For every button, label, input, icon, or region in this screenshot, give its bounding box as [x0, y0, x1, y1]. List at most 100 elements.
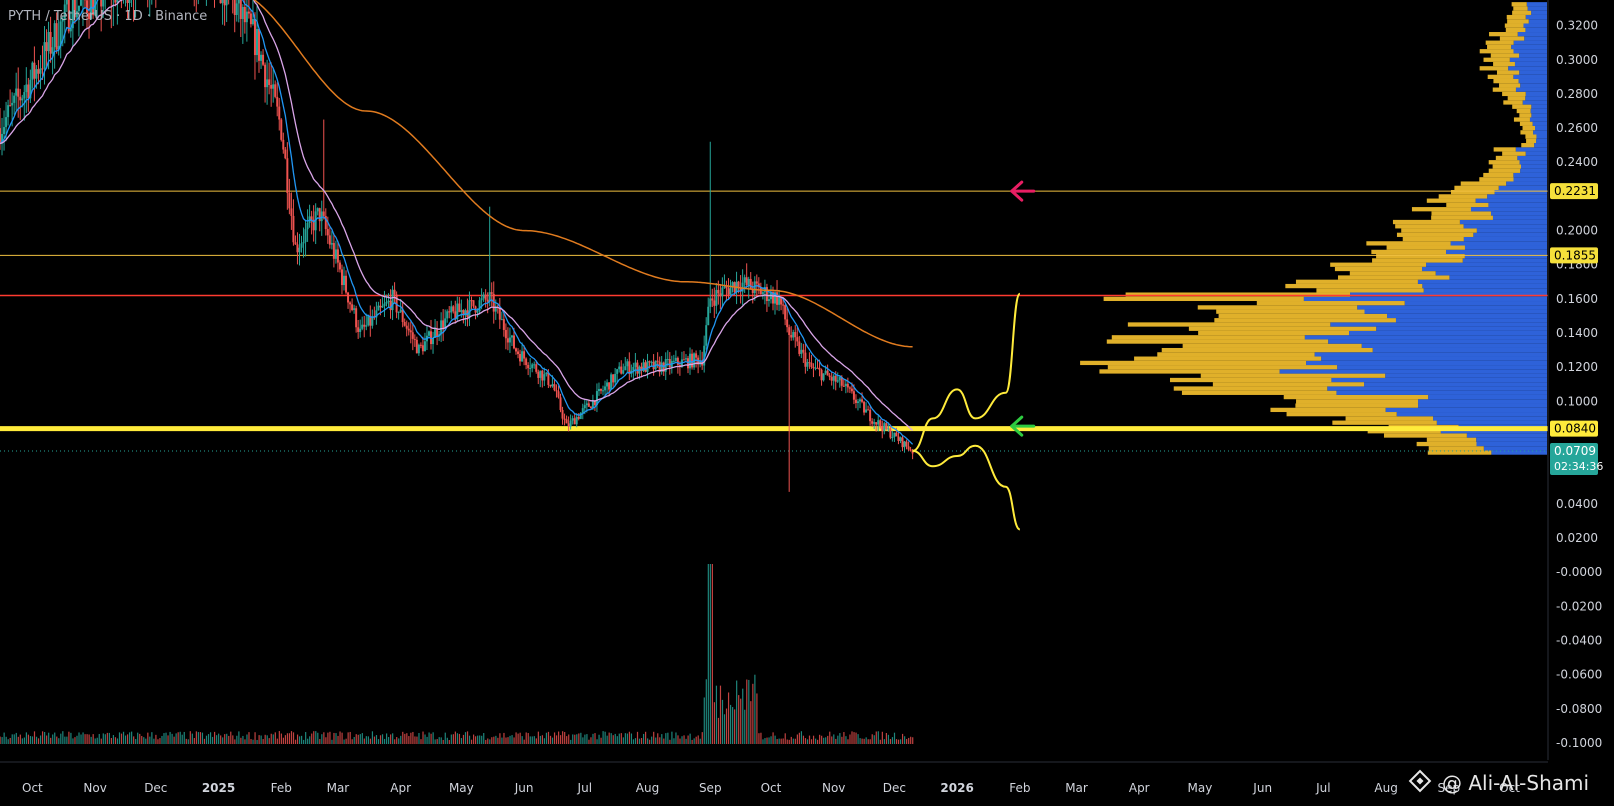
profile-buy-bar: [1462, 258, 1547, 263]
candle-body: [434, 328, 437, 338]
candle-body: [345, 275, 348, 293]
volume-bar: [784, 733, 786, 744]
candle-body: [379, 305, 382, 308]
volume-bar: [734, 709, 736, 744]
resistance-mid-badge: 0.1855: [1550, 247, 1598, 264]
volume-bar: [630, 733, 633, 744]
volume-bar: [758, 733, 760, 744]
candle-body: [375, 310, 378, 318]
candle-body: [262, 54, 265, 65]
volume-bar: [693, 738, 695, 744]
candle-body: [761, 292, 764, 295]
candle-body: [377, 305, 380, 311]
candle-body: [822, 373, 825, 381]
volume-bar: [375, 735, 378, 744]
profile-buy-bar: [1306, 360, 1547, 366]
candle-body: [745, 277, 748, 285]
candle-body: [699, 360, 702, 365]
volume-bar: [491, 737, 493, 744]
candle-body: [903, 441, 906, 448]
volume-bar: [608, 732, 610, 744]
candle-body: [266, 79, 269, 88]
candle-body: [624, 366, 627, 371]
volume-bar: [829, 731, 831, 744]
candle-body: [492, 293, 495, 312]
profile-sell-bar: [1493, 61, 1515, 67]
volume-bar: [13, 734, 15, 744]
candle-body: [790, 334, 793, 338]
profile-sell-bar: [1499, 83, 1521, 88]
candle-body: [907, 446, 910, 450]
profile-buy-bar: [1450, 241, 1547, 246]
profile-sell-bar: [1506, 14, 1526, 20]
volume-bar: [70, 732, 72, 744]
candle-body: [640, 366, 643, 371]
profile-sell-bar: [1416, 441, 1477, 447]
candle-body: [519, 354, 522, 362]
x-tick-label: Apr: [390, 781, 411, 795]
volume-bar: [187, 739, 189, 744]
profile-sell-bar: [1431, 211, 1491, 216]
candle-body: [397, 311, 400, 313]
volume-bar: [879, 739, 881, 744]
volume-bar: [379, 735, 382, 744]
volume-bar: [124, 735, 127, 744]
profile-buy-bar: [1470, 207, 1547, 212]
volume-bar: [754, 674, 756, 744]
volume-bar: [560, 735, 562, 744]
profile-buy-bar: [1530, 108, 1547, 114]
candle-body: [502, 319, 505, 330]
price-badges: 0.2231 0.1855 0.0840 0.0709 02:34:36: [1550, 183, 1603, 476]
volume-bar: [566, 736, 568, 744]
volume-bar: [94, 738, 96, 744]
x-tick-label: Dec: [883, 781, 906, 795]
candle-body: [723, 286, 726, 288]
profile-buy-bar: [1327, 386, 1547, 391]
x-axis[interactable]: Oct Nov Dec 2025 Feb Mar Apr May Jun Jul Aug Sep Oct…: [0, 761, 1548, 795]
volume-bar: [804, 738, 807, 744]
volume-bar: [339, 731, 341, 744]
volume-bar: [133, 736, 135, 744]
volume-bar: [705, 679, 707, 744]
candle-body: [648, 361, 651, 363]
volume-bar: [181, 734, 183, 744]
volume-bar: [355, 734, 357, 744]
candle-body: [67, 0, 70, 32]
candle-body: [365, 325, 368, 327]
candle-body: [719, 293, 722, 297]
y-axis[interactable]: 0.3200 0.3000 0.2800 0.2600 0.2400 0.2000 0.18…: [1547, 0, 1602, 760]
profile-sell-bar: [1270, 407, 1386, 413]
profile-sell-bar: [1212, 382, 1365, 387]
candle-body: [753, 281, 756, 294]
volume-bar: [778, 738, 780, 744]
volume-bar: [604, 731, 606, 744]
candle-body: [409, 330, 412, 333]
profile-sell-bar: [1496, 70, 1520, 75]
volume-bar: [270, 733, 272, 744]
candle-body: [294, 242, 297, 245]
volume-bar: [790, 736, 792, 744]
volume-bar: [37, 738, 40, 744]
volume-bar: [756, 693, 758, 744]
volume-bar: [752, 683, 754, 744]
candle-body: [800, 349, 803, 354]
profile-sell-bar: [1513, 117, 1530, 122]
candle-body: [306, 222, 309, 230]
candle-body: [494, 306, 497, 312]
profile-sell-bar: [1161, 347, 1373, 353]
volume-bar: [495, 735, 497, 744]
candle-body: [814, 367, 817, 369]
candle-body: [622, 370, 625, 374]
volume-bar: [118, 732, 121, 744]
profile-sell-bar: [1525, 134, 1537, 139]
volume-bar: [645, 731, 647, 744]
candle-body: [599, 388, 602, 391]
candle-body: [460, 310, 463, 313]
profile-buy-bar: [1330, 322, 1547, 327]
candle-body: [595, 391, 598, 406]
profile-buy-bar: [1524, 36, 1547, 41]
volume-bar: [331, 739, 333, 744]
volume-bar: [54, 732, 56, 744]
